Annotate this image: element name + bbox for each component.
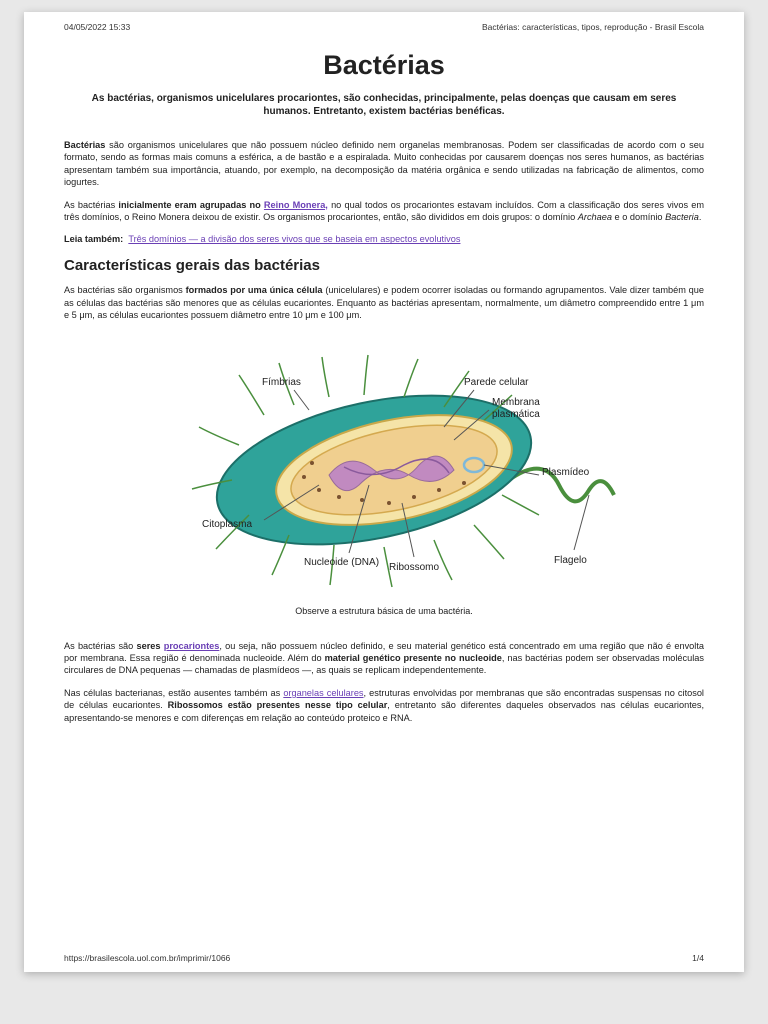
label-membrana-1: Membrana xyxy=(492,397,540,408)
print-datetime: 04/05/2022 15:33 xyxy=(64,22,130,33)
p5-a: Nas células bacterianas, estão ausentes … xyxy=(64,688,283,698)
p2-b: inicialmente eram agrupadas no xyxy=(118,200,264,210)
p3-b: formados por uma única célula xyxy=(186,285,323,295)
footer-url: https://brasilescola.uol.com.br/imprimir… xyxy=(64,953,230,964)
label-fimbrias: Fímbrias xyxy=(262,377,301,388)
lead-word: Bactérias xyxy=(64,140,105,150)
p4-b: seres xyxy=(136,641,163,651)
p4-a: As bactérias são xyxy=(64,641,136,651)
label-ribossomo: Ribossomo xyxy=(389,562,439,573)
page-title: Bactérias xyxy=(64,47,704,83)
page-subtitle: As bactérias, organismos unicelulares pr… xyxy=(84,92,684,119)
section-heading-caracteristicas: Características gerais das bactérias xyxy=(64,256,704,276)
intro-paragraph-2: As bactérias inicialmente eram agrupadas… xyxy=(64,199,704,224)
p4-d: material genético presente no nucleoide xyxy=(325,653,502,663)
link-reino-monera[interactable]: Reino Monera, xyxy=(264,200,328,210)
paragraph-3: As bactérias são organismos formados por… xyxy=(64,284,704,321)
p2-a: As bactérias xyxy=(64,200,118,210)
label-parede: Parede celular xyxy=(464,377,529,388)
document-page: 04/05/2022 15:33 Bactérias: característi… xyxy=(24,12,744,972)
read-also-label: Leia também: xyxy=(64,234,123,244)
footer-page: 1/4 xyxy=(692,953,704,964)
p2-f: Bacteria xyxy=(665,212,699,222)
print-doctitle: Bactérias: características, tipos, repro… xyxy=(482,22,704,33)
diagram-caption: Observe a estrutura básica de uma bactér… xyxy=(295,605,473,617)
link-organelas[interactable]: organelas celulares xyxy=(283,688,363,698)
intro-paragraph-1: Bactérias são organismos unicelulares qu… xyxy=(64,139,704,189)
p3-a: As bactérias são organismos xyxy=(64,285,186,295)
label-plasmideo: Plasmídeo xyxy=(542,467,590,478)
paragraph-4: As bactérias são seres procariontes, ou … xyxy=(64,640,704,677)
p2-g: . xyxy=(699,212,702,222)
print-footer: https://brasilescola.uol.com.br/imprimir… xyxy=(64,953,704,964)
label-membrana-2: plasmática xyxy=(492,409,540,420)
link-tres-dominios[interactable]: Três domínios — a divisão dos seres vivo… xyxy=(128,234,460,244)
bacteria-svg: Fímbrias Parede celular Membrana plasmát… xyxy=(144,335,624,595)
p5-c: Ribossomos estão presentes nesse tipo ce… xyxy=(168,700,388,710)
link-procariontes[interactable]: procariontes xyxy=(164,641,220,651)
p1-rest: são organismos unicelulares que não poss… xyxy=(64,140,704,187)
p2-d: Archaea xyxy=(578,212,612,222)
label-flagelo: Flagelo xyxy=(554,555,587,566)
read-also: Leia também: Três domínios — a divisão d… xyxy=(64,233,704,245)
label-nucleoide: Nucleoide (DNA) xyxy=(304,557,379,568)
paragraph-5: Nas células bacterianas, estão ausentes … xyxy=(64,687,704,724)
p2-e: e o domínio xyxy=(612,212,665,222)
label-citoplasma: Citoplasma xyxy=(202,519,252,530)
print-header: 04/05/2022 15:33 Bactérias: característi… xyxy=(64,22,704,33)
bacteria-diagram: Fímbrias Parede celular Membrana plasmát… xyxy=(64,335,704,633)
